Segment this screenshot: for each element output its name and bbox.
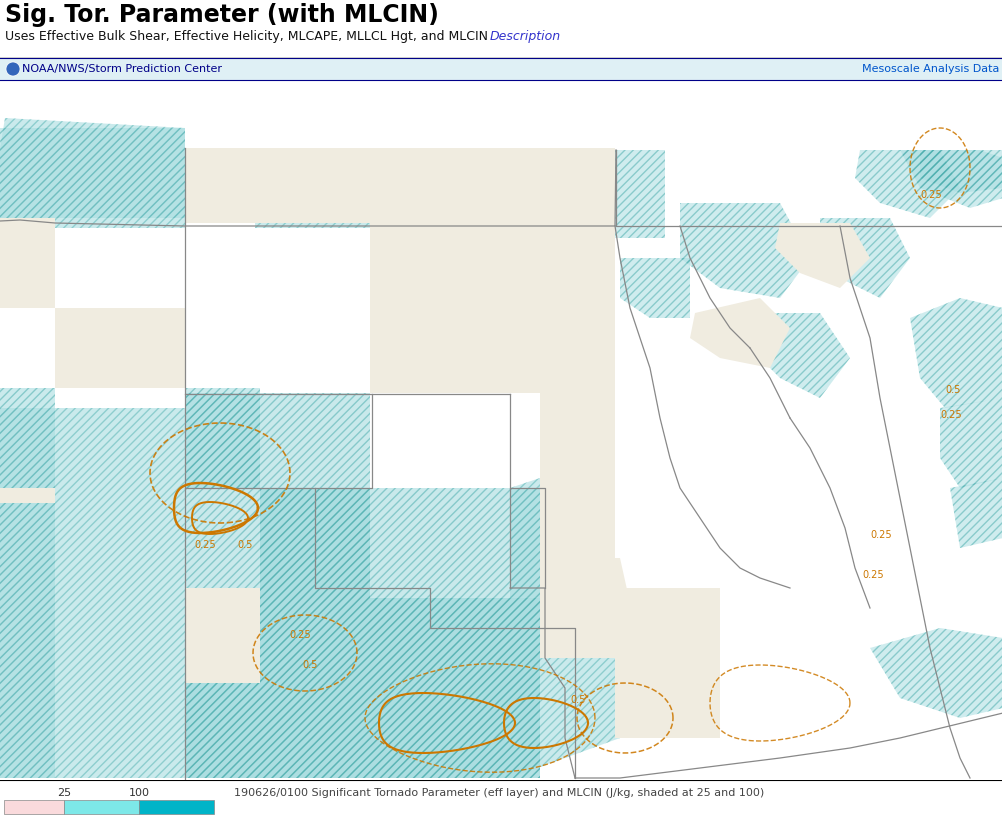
Polygon shape <box>184 158 375 223</box>
Polygon shape <box>0 118 380 228</box>
Text: Mesoscale Analysis Data: Mesoscale Analysis Data <box>861 64 998 74</box>
Polygon shape <box>775 223 869 288</box>
Text: Sig. Tor. Parameter (with MLCIN): Sig. Tor. Parameter (with MLCIN) <box>5 3 439 27</box>
Polygon shape <box>0 218 55 308</box>
Polygon shape <box>909 298 1002 408</box>
Text: 190626/0100 Significant Tornado Parameter (eff layer) and MLCIN (J/kg, shaded at: 190626/0100 Significant Tornado Paramete… <box>233 788 764 798</box>
Polygon shape <box>0 408 619 778</box>
Text: 0.25: 0.25 <box>194 540 215 550</box>
Polygon shape <box>869 628 1002 718</box>
Text: 0.5: 0.5 <box>944 385 960 395</box>
Text: 0.25: 0.25 <box>919 190 941 200</box>
Polygon shape <box>899 150 1002 208</box>
Polygon shape <box>614 588 719 738</box>
Text: Description: Description <box>490 30 560 43</box>
Polygon shape <box>0 488 55 503</box>
Polygon shape <box>0 503 55 778</box>
Polygon shape <box>184 588 260 683</box>
Polygon shape <box>184 598 539 778</box>
Bar <box>64 800 139 814</box>
Polygon shape <box>55 308 184 388</box>
Polygon shape <box>614 150 664 238</box>
Polygon shape <box>184 148 614 488</box>
Text: 0.25: 0.25 <box>939 410 961 420</box>
Polygon shape <box>539 558 639 658</box>
Polygon shape <box>854 150 959 218</box>
Text: 0.25: 0.25 <box>869 530 891 540</box>
Polygon shape <box>184 388 260 488</box>
Polygon shape <box>0 388 55 488</box>
Text: 0.5: 0.5 <box>569 695 585 705</box>
Polygon shape <box>689 298 790 368</box>
Bar <box>0 58 1002 80</box>
Text: Uses Effective Bulk Shear, Effective Helicity, MLCAPE, MLLCL Hgt, and MLCIN: Uses Effective Bulk Shear, Effective Hel… <box>5 30 488 43</box>
Polygon shape <box>184 488 370 598</box>
Bar <box>4 800 64 814</box>
Polygon shape <box>539 453 614 648</box>
Polygon shape <box>184 393 539 778</box>
Text: 0.25: 0.25 <box>861 570 883 580</box>
Text: 25: 25 <box>57 788 71 798</box>
Polygon shape <box>939 398 1002 488</box>
Text: 0.25: 0.25 <box>289 630 311 640</box>
Polygon shape <box>0 128 184 218</box>
Polygon shape <box>949 478 1002 548</box>
Polygon shape <box>749 313 849 398</box>
Text: 0.5: 0.5 <box>236 540 253 550</box>
Polygon shape <box>619 258 689 318</box>
Text: NOAA/NWS/Storm Prediction Center: NOAA/NWS/Storm Prediction Center <box>22 64 221 74</box>
Bar <box>139 800 213 814</box>
Polygon shape <box>919 150 1002 193</box>
Text: 0.5: 0.5 <box>302 660 318 670</box>
Polygon shape <box>679 203 810 298</box>
Text: 100: 100 <box>128 788 149 798</box>
Polygon shape <box>820 218 909 298</box>
Ellipse shape <box>6 62 20 76</box>
